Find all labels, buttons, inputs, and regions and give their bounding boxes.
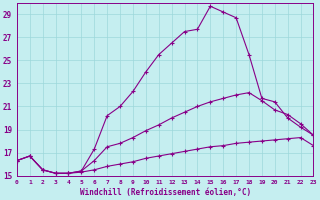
X-axis label: Windchill (Refroidissement éolien,°C): Windchill (Refroidissement éolien,°C) xyxy=(80,188,251,197)
